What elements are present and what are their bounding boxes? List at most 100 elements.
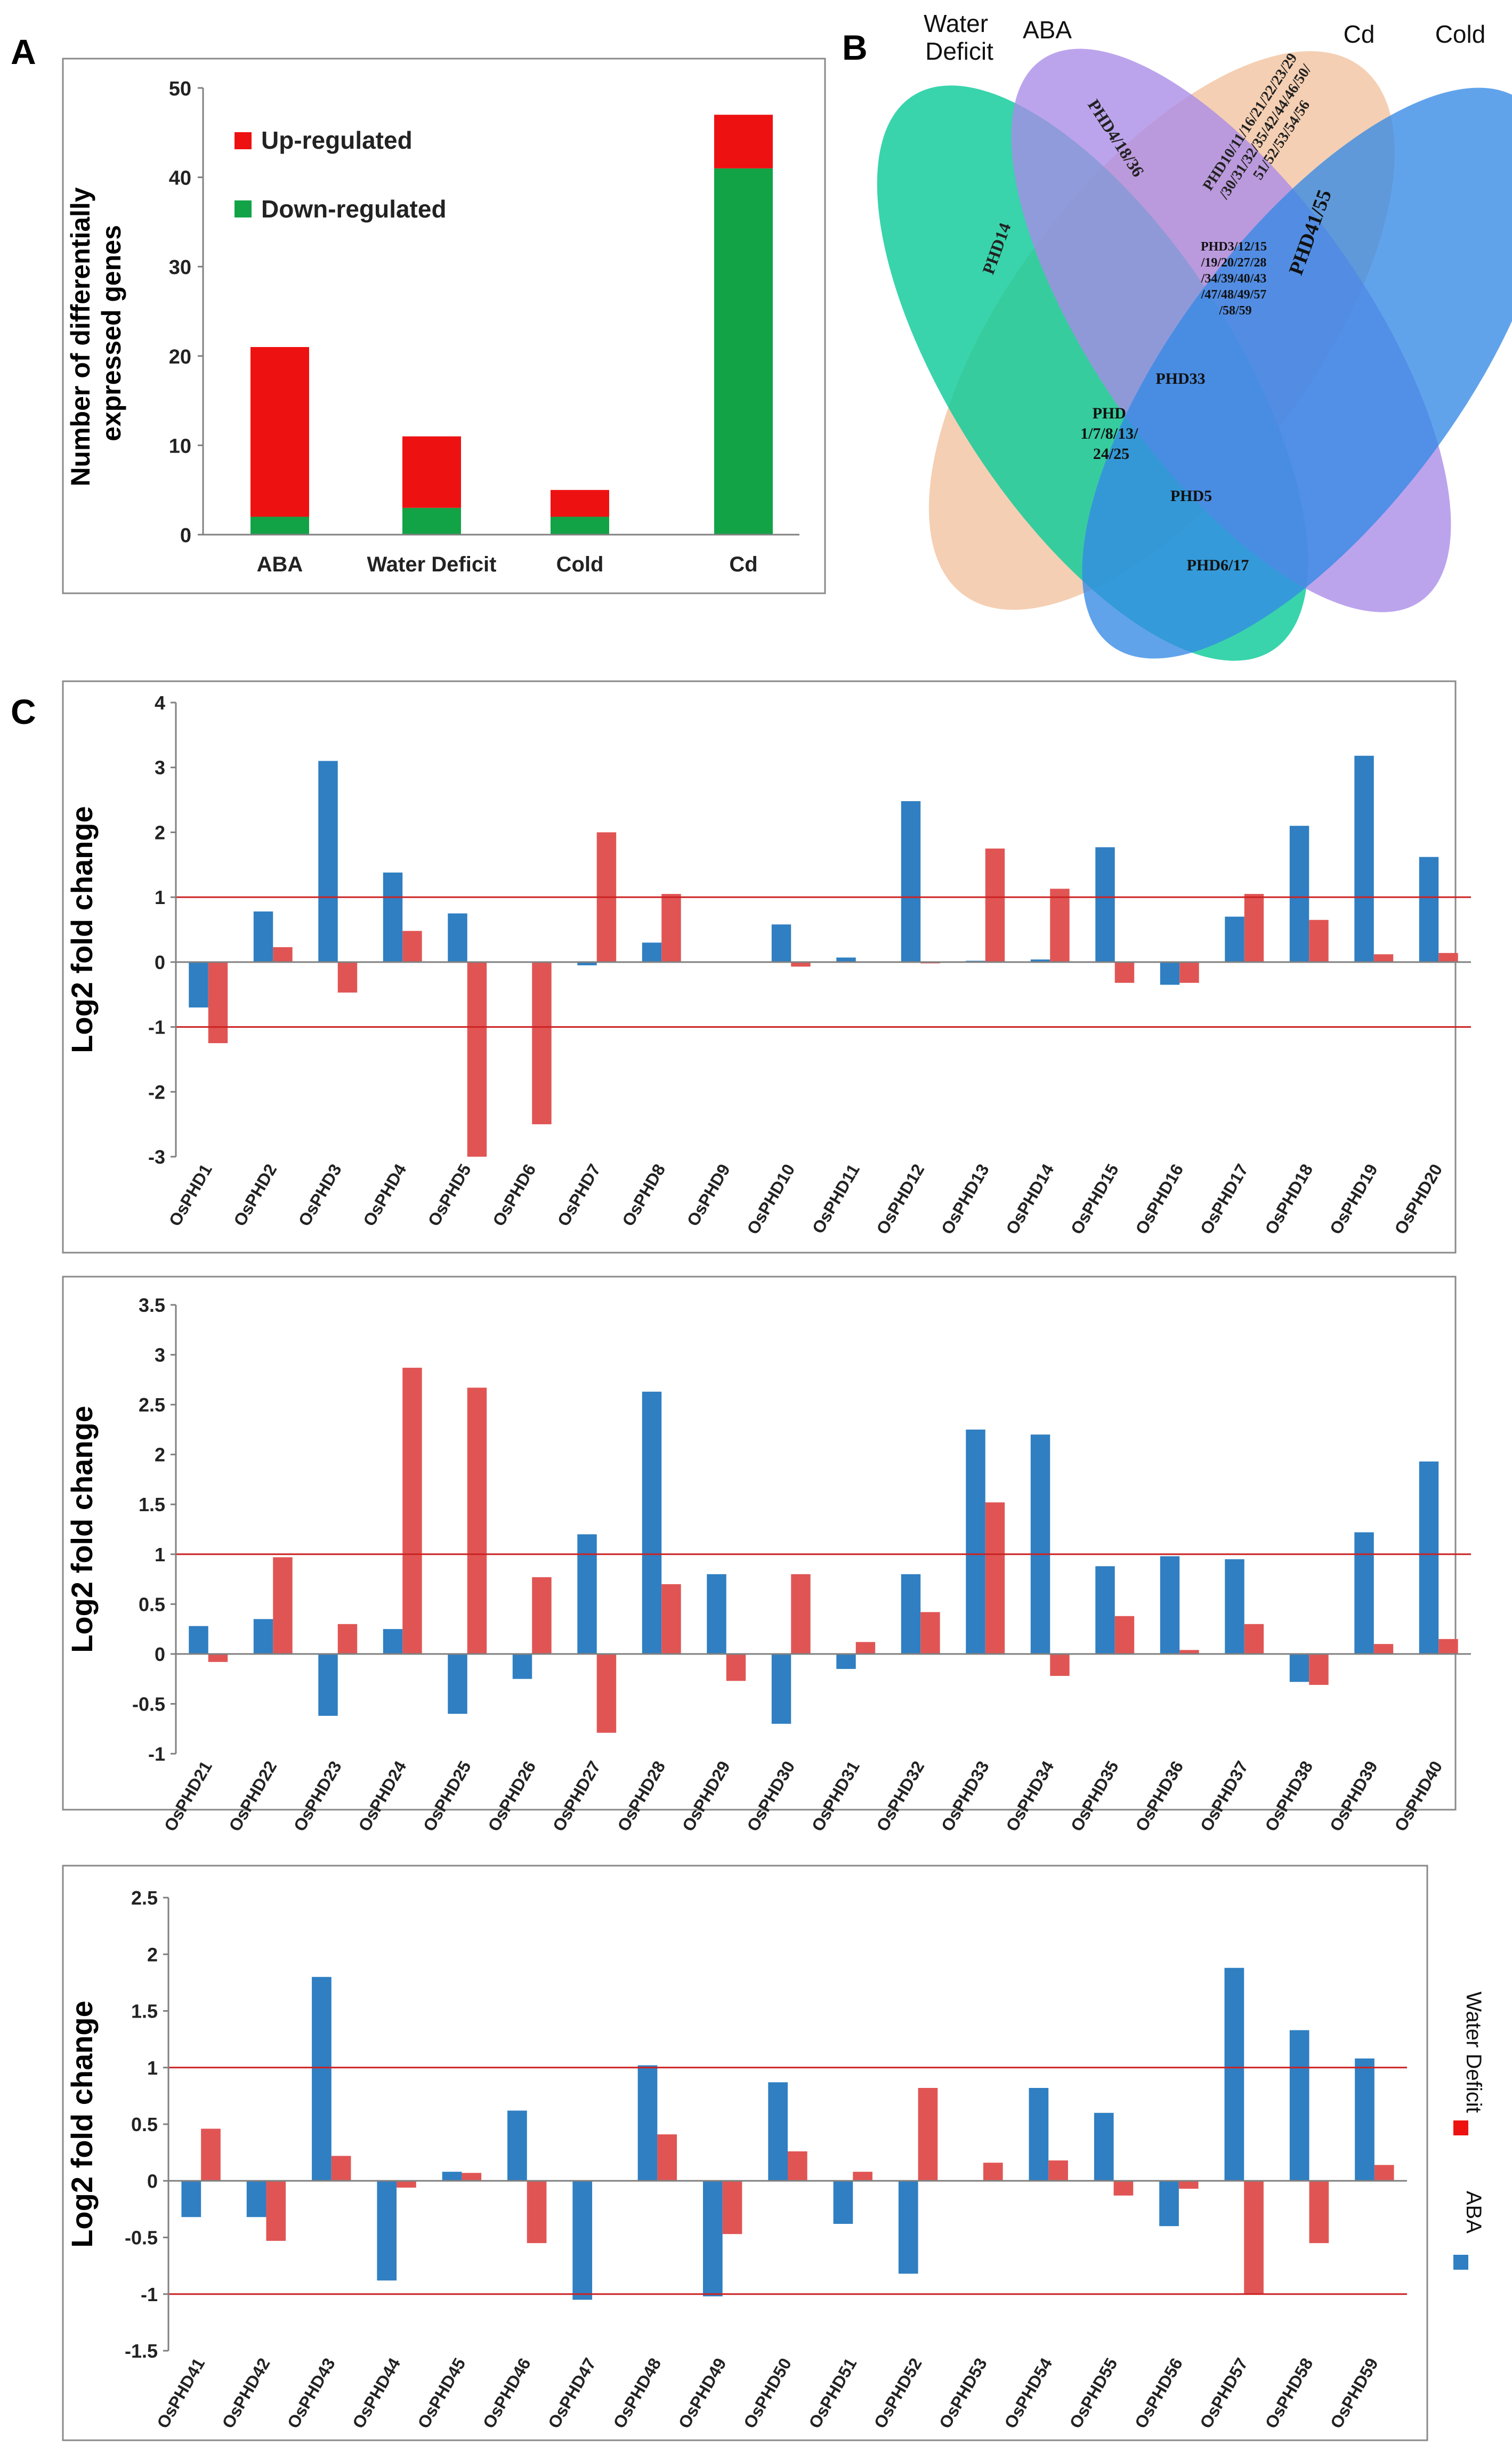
category-label: Water Deficit <box>367 553 496 576</box>
panel-label-a: A <box>11 32 36 71</box>
venn-aba-cd-line3: /34/39/40/43 <box>1201 272 1267 286</box>
panel-a-ylabel: Number of differentially expressed genes <box>66 180 126 486</box>
bar-water-deficit <box>201 2128 221 2181</box>
bar-aba <box>383 872 403 962</box>
bar-aba <box>189 962 208 1008</box>
ytick-label: 2 <box>155 1444 165 1466</box>
panel-a-bars <box>250 115 773 535</box>
chart-frame <box>62 1276 1457 1811</box>
ytick-label: 3.5 <box>139 1294 165 1316</box>
venn-aba-cd-line5: /58/59 <box>1218 304 1251 318</box>
bar-aba <box>1419 857 1439 962</box>
venn-aba-cd-line4: /47/48/49/57 <box>1201 288 1267 302</box>
bar-aba <box>181 2181 201 2217</box>
ytick-label: 4 <box>155 692 165 714</box>
bar-water-deficit <box>920 1612 940 1654</box>
bar-water-deficit <box>337 1624 358 1654</box>
ytick-label: 1 <box>155 1544 165 1566</box>
panel-c-legend: Water Deficit ABA <box>1453 1991 1485 2270</box>
category-label: Cd <box>729 553 757 576</box>
panel-a-ylabel-line1: Number of differentially <box>66 187 95 486</box>
bar-water-deficit <box>462 2173 482 2181</box>
bar-water-deficit <box>532 962 552 1125</box>
bar-aba <box>448 913 467 962</box>
venn-set-aba: ABA <box>1023 16 1072 44</box>
bar-water-deficit <box>983 2163 1003 2181</box>
bar-aba <box>377 2181 397 2281</box>
venn-region-aba-cd: PHD3/12/15 /19/20/27/28 /34/39/40/43 /47… <box>1201 240 1270 318</box>
ylabel: Log2 fold change <box>65 1406 99 1653</box>
ytick-label: 1 <box>147 2057 158 2079</box>
bar-water-deficit <box>726 1654 746 1681</box>
panel-a-yticks: 0 10 20 30 40 50 <box>169 78 203 547</box>
bar-aba <box>836 1654 856 1669</box>
bar-aba <box>1289 2030 1309 2181</box>
bar-water-deficit <box>788 2151 807 2181</box>
bar-water-deficit <box>337 962 358 993</box>
bar-water-deficit <box>661 894 681 962</box>
legend-label-water-deficit: Water Deficit <box>1462 1991 1485 2112</box>
bar-aba <box>1354 755 1374 962</box>
bar-aba <box>901 801 921 962</box>
panel-b-venn: Water Deficit ABA Cd Cold PHD4/18/36 PHD… <box>877 10 1512 661</box>
ytick-label: -3 <box>148 1146 165 1168</box>
ylabel: Log2 fold change <box>65 2001 99 2248</box>
ytick-label: 30 <box>169 256 191 279</box>
bar-water-deficit <box>1374 2165 1394 2181</box>
ytick-label: -2 <box>148 1081 165 1103</box>
ytick-label: 2.5 <box>131 1887 158 1909</box>
bar-aba <box>1225 916 1244 962</box>
ytick-label: 0.5 <box>139 1593 165 1615</box>
bar-aba <box>448 1654 467 1714</box>
bar-water-deficit <box>1373 954 1394 962</box>
bar-aba <box>312 1977 331 2181</box>
bar-water-deficit <box>1179 1650 1199 1654</box>
bar-water-deficit <box>467 1388 487 1654</box>
bar-aba <box>1225 1559 1244 1654</box>
ytick-label: -1 <box>141 2284 158 2305</box>
category-label: Cold <box>556 553 604 576</box>
ytick-label: 1.5 <box>139 1494 165 1515</box>
bar-water-deficit <box>985 848 1005 962</box>
bar-aba <box>1094 2112 1114 2181</box>
bar-water-deficit <box>791 1574 811 1654</box>
panel-label-b: B <box>842 28 868 67</box>
bar-down <box>714 168 773 535</box>
panel-label-c: C <box>11 692 36 731</box>
bar-down <box>250 517 309 535</box>
bar-aba <box>1159 2181 1179 2227</box>
ytick-label: 1 <box>155 886 165 908</box>
bar-water-deficit <box>1114 1616 1135 1654</box>
bar-aba <box>507 2110 527 2181</box>
bar-aba <box>253 911 273 962</box>
bar-water-deficit <box>853 2172 873 2181</box>
ytick-label: 0.5 <box>131 2114 158 2135</box>
ytick-label: 1.5 <box>131 2001 158 2022</box>
panel-a-chart: Number of differentially expressed genes… <box>62 58 826 594</box>
legend-swatch-aba <box>1453 2255 1468 2270</box>
bar-water-deficit <box>273 1557 293 1654</box>
bar-aba <box>253 1619 273 1654</box>
bar-water-deficit <box>1438 953 1458 962</box>
venn-wd-cd-line2: 1/7/8/13/ <box>1080 425 1138 442</box>
ylabel: Log2 fold change <box>65 806 99 1053</box>
bar-water-deficit <box>527 2181 547 2244</box>
venn-set-cold: Cold <box>1435 20 1486 48</box>
bar-aba <box>1029 2088 1049 2181</box>
bar-water-deficit <box>1179 962 1199 983</box>
bar-aba <box>901 1574 921 1654</box>
legend-swatch-up <box>235 132 252 149</box>
bar-aba <box>1419 1461 1439 1654</box>
venn-set-wd-word2: Deficit <box>925 37 993 65</box>
bar-water-deficit <box>208 962 228 1043</box>
chart-frame <box>62 1865 1428 2441</box>
bar-water-deficit <box>596 1654 617 1733</box>
bar-aba <box>637 2065 658 2181</box>
bar-aba <box>1355 2058 1374 2181</box>
bar-water-deficit <box>273 947 293 962</box>
ytick-label: 3 <box>155 757 165 779</box>
venn-cold-ellipse <box>1082 87 1512 659</box>
ytick-label: 2 <box>147 1943 158 1965</box>
ytick-label: 20 <box>169 346 191 368</box>
